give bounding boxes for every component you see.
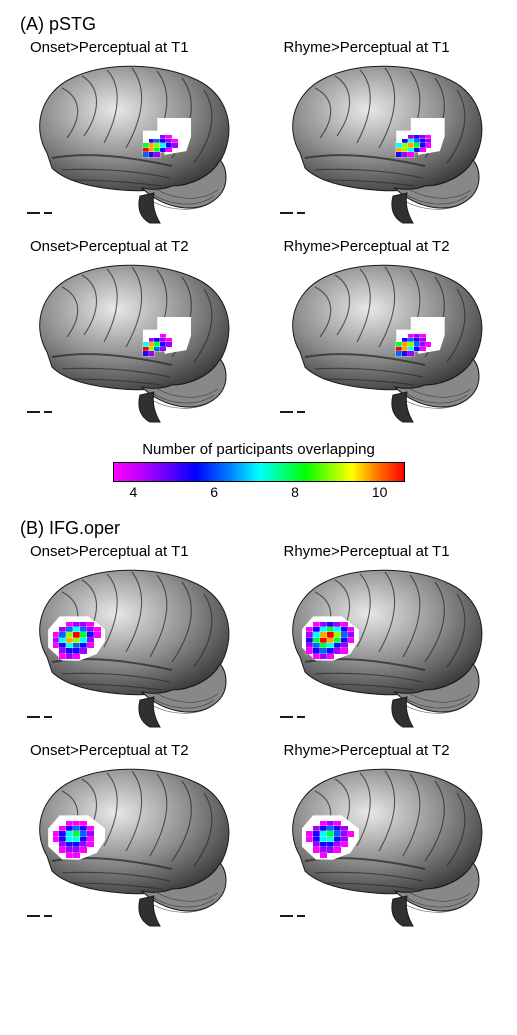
cell-label: Rhyme>Perceptual at T1	[284, 39, 450, 56]
cell-b-rhyme-t1: Rhyme>Perceptual at T1	[264, 543, 508, 732]
colorbar-tick: 8	[291, 484, 299, 500]
cell-label: Onset>Perceptual at T1	[30, 39, 189, 56]
cell-label: Onset>Perceptual at T2	[30, 238, 189, 255]
colorbar: Number of participants overlapping 4 6 8 10	[0, 441, 517, 500]
brain-image	[22, 761, 242, 931]
cell-a-onset-t1: Onset>Perceptual at T1	[10, 39, 254, 228]
panel-a-grid: Onset>Perceptual at T1	[0, 39, 517, 427]
brain-image	[275, 58, 495, 228]
colorbar-tick: 6	[210, 484, 218, 500]
cell-label: Rhyme>Perceptual at T2	[284, 742, 450, 759]
colorbar-title: Number of participants overlapping	[0, 441, 517, 458]
cell-a-rhyme-t2: Rhyme>Perceptual at T2	[264, 238, 508, 427]
activation-overlay	[143, 334, 178, 356]
cell-label: Onset>Perceptual at T2	[30, 742, 189, 759]
panel-b-grid: Onset>Perceptual at T1	[0, 543, 517, 931]
colorbar-tick: 10	[372, 484, 388, 500]
figure-root: (A) pSTG Onset>Perceptual at T1	[0, 0, 517, 951]
cell-label: Onset>Perceptual at T1	[30, 543, 189, 560]
activation-overlay	[396, 334, 431, 356]
cell-label: Rhyme>Perceptual at T2	[284, 238, 450, 255]
brain-image	[275, 761, 495, 931]
panel-a-label: (A) pSTG	[20, 14, 517, 35]
brain-image	[275, 562, 495, 732]
activation-overlay	[143, 135, 178, 157]
brain-image	[22, 257, 242, 427]
activation-overlay	[53, 821, 101, 858]
colorbar-tick: 4	[130, 484, 138, 500]
cell-label: Rhyme>Perceptual at T1	[284, 543, 450, 560]
activation-overlay	[53, 622, 101, 659]
colorbar-strip	[113, 462, 405, 482]
activation-overlay	[306, 622, 354, 659]
brain-image	[275, 257, 495, 427]
colorbar-ticks: 4 6 8 10	[114, 484, 404, 500]
cell-b-rhyme-t2: Rhyme>Perceptual at T2	[264, 742, 508, 931]
cell-b-onset-t1: Onset>Perceptual at T1	[10, 543, 254, 732]
brain-image	[22, 58, 242, 228]
cell-b-onset-t2: Onset>Perceptual at T2	[10, 742, 254, 931]
panel-b-label: (B) IFG.oper	[20, 518, 517, 539]
cell-a-rhyme-t1: Rhyme>Perceptual at T1	[264, 39, 508, 228]
activation-overlay	[306, 821, 354, 858]
activation-overlay	[396, 135, 431, 157]
cell-a-onset-t2: Onset>Perceptual at T2	[10, 238, 254, 427]
brain-image	[22, 562, 242, 732]
